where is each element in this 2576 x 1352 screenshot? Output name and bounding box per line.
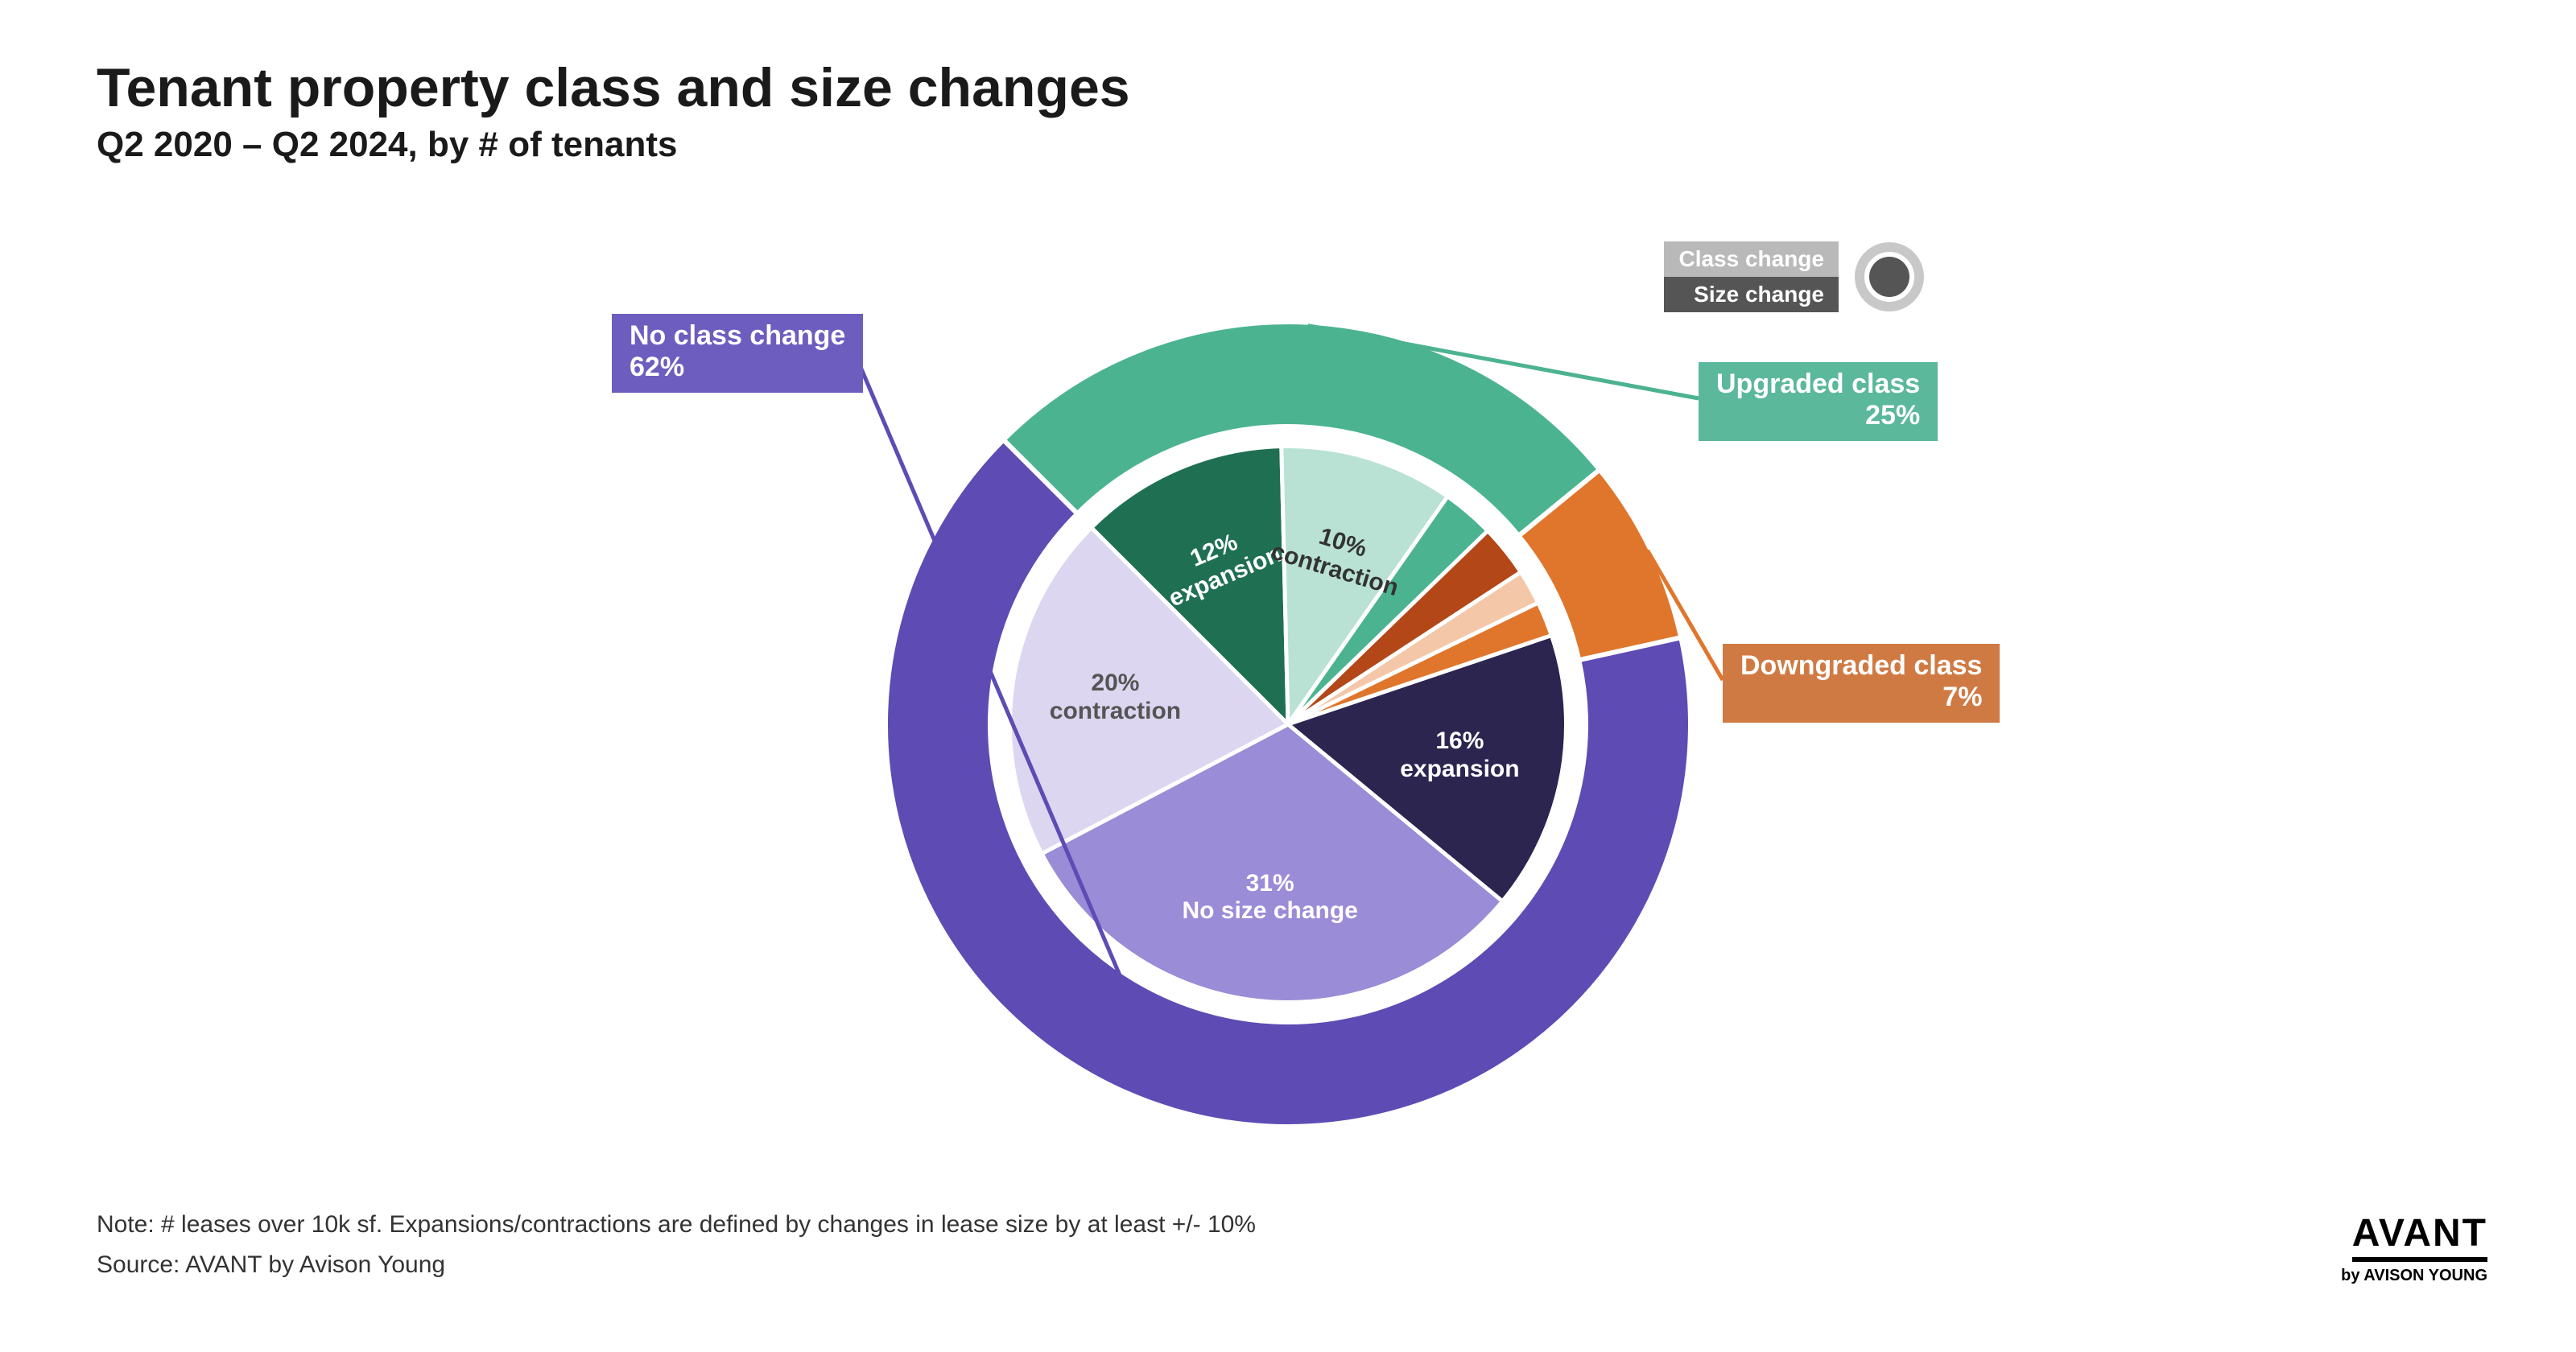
callout-upgraded: Upgraded class25% [1699, 362, 1938, 441]
callout-no_change: No class change62% [612, 314, 863, 393]
source-line: Source: AVANT by Avison Young [97, 1251, 445, 1279]
inner-label-noc_exp: 16%expansion [1371, 728, 1548, 783]
legend-size-change: Size change [1664, 277, 1839, 312]
footnote: Note: # leases over 10k sf. Expansions/c… [97, 1211, 1256, 1239]
chart-title: Tenant property class and size changes [97, 56, 1130, 119]
brand-name: AVANT [2352, 1211, 2487, 1262]
brand-byline: by AVISON YOUNG [2341, 1267, 2487, 1285]
inner-label-noc_con: 20%contraction [1026, 670, 1203, 725]
chart-subtitle: Q2 2020 – Q2 2024, by # of tenants [97, 125, 677, 165]
inner-label-noc_none: 31%No size change [1182, 870, 1359, 925]
page-root: Tenant property class and size changes Q… [0, 0, 2576, 1352]
legend: Class change Size change [1664, 241, 1924, 312]
callout-downgraded: Downgraded class7% [1723, 644, 2000, 723]
chart-container: Class change Size change No class change… [564, 225, 2013, 1191]
legend-class-change: Class change [1664, 241, 1839, 277]
brand-logo: AVANT by AVISON YOUNG [2341, 1211, 2487, 1285]
legend-donut-icon [1855, 242, 1924, 311]
